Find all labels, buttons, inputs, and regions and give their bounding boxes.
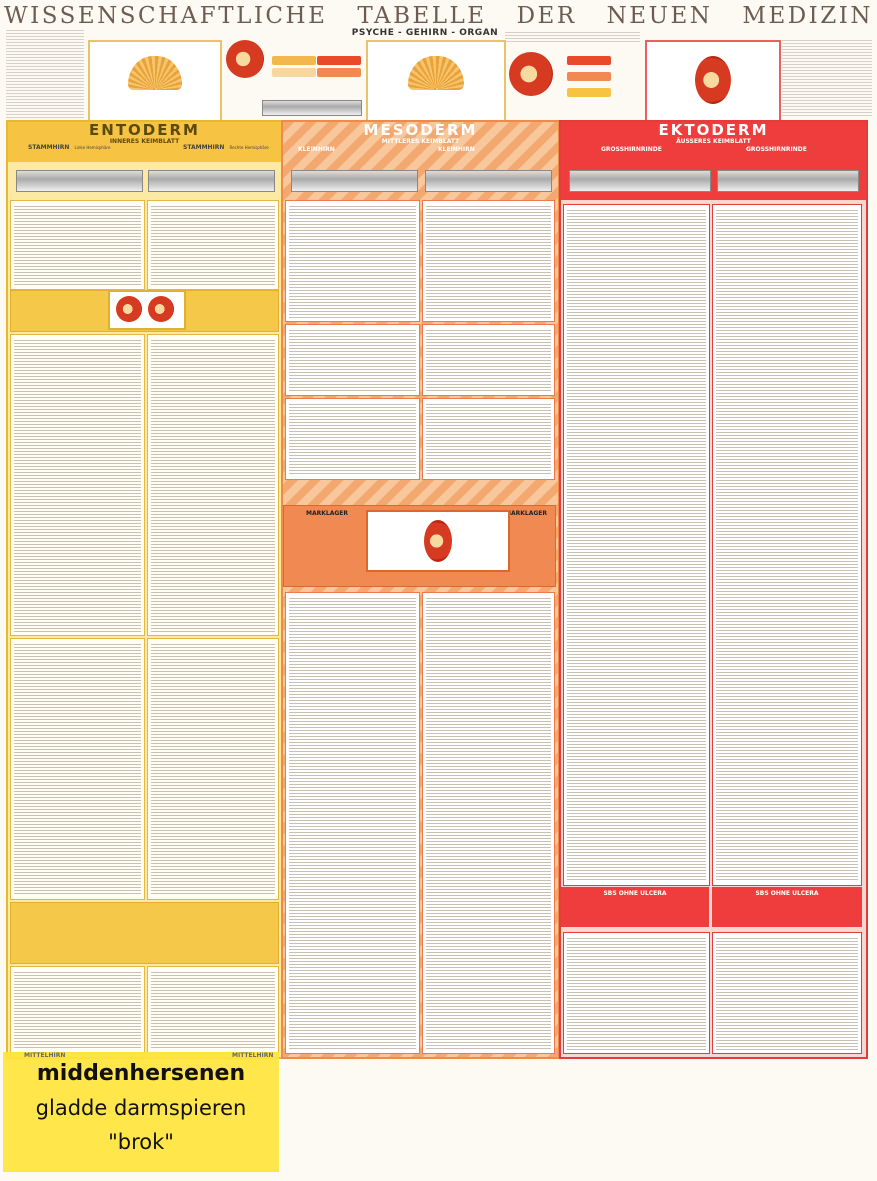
red-brain-icon xyxy=(509,52,553,96)
mesoderm-cell xyxy=(285,324,420,396)
marklager-label-right: MARKLAGER xyxy=(505,510,547,517)
title-word: TABELLE xyxy=(357,3,487,29)
ektoderm-strip-left xyxy=(569,170,711,192)
ektoderm-left-col: GROSSHIRNRINDE xyxy=(601,146,662,153)
entoderm-cell xyxy=(10,334,145,636)
label-box xyxy=(567,56,611,65)
mesoderm-cell xyxy=(285,592,420,1054)
ektoderm-title: EKTODERM xyxy=(658,121,769,139)
red-brain-icon xyxy=(695,56,731,104)
brain-fan-icon xyxy=(128,56,182,90)
organ-icon xyxy=(116,296,142,322)
intro-text-right xyxy=(782,38,872,118)
mesoderm-cell xyxy=(422,200,555,322)
marklager-band: MARKLAGER MARKLAGER xyxy=(283,505,556,587)
entoderm-header: ENTODERM INNERES KEIMBLATT xyxy=(8,122,281,146)
wave-strip xyxy=(262,100,362,116)
entoderm-section: ENTODERM INNERES KEIMBLATT STAMMHIRN Lin… xyxy=(6,120,283,1059)
label-box xyxy=(317,68,361,77)
mesoderm-subtitle: MITTLERES KEIMBLATT xyxy=(381,138,460,145)
mesoderm-header: MESODERM MITTLERES KEIMBLATT xyxy=(283,122,558,146)
label-box xyxy=(272,56,316,65)
sbs-label-right: SBS OHNE ULCERA xyxy=(755,890,819,897)
label-box xyxy=(317,56,361,65)
mesoderm-cell xyxy=(422,324,555,396)
entoderm-cell xyxy=(147,200,279,290)
entoderm-band xyxy=(10,902,279,964)
title-word: NEUEN xyxy=(606,3,713,29)
organ-icon xyxy=(148,296,174,322)
red-brain-icon xyxy=(226,40,264,78)
ektoderm-cell xyxy=(563,932,710,1054)
label-box xyxy=(567,72,611,81)
mesoderm-strip-left xyxy=(291,170,418,192)
poster-subtitle: PSYCHE - GEHIRN - ORGAN xyxy=(351,28,499,38)
highlight-line-2: gladde darmspieren xyxy=(35,1096,247,1120)
intro-text-left xyxy=(6,28,84,118)
mesoderm-cell xyxy=(422,592,555,1054)
entoderm-subtitle: INNERES KEIMBLATT xyxy=(109,138,180,145)
mesoderm-right-col: KLEINHIRN xyxy=(438,146,475,153)
sbs-band-left: SBS OHNE ULCERA xyxy=(561,887,709,927)
brain-fan-icon xyxy=(408,56,464,90)
label-box xyxy=(272,68,316,77)
ektoderm-cell xyxy=(712,204,862,886)
mesoderm-title: MESODERM xyxy=(363,121,478,139)
diagram-brainstem-fan xyxy=(88,40,222,122)
entoderm-inset-diagram xyxy=(108,290,186,330)
entoderm-cell xyxy=(10,200,145,290)
sbs-band-right: SBS OHNE ULCERA xyxy=(712,887,862,927)
entoderm-strip-right xyxy=(148,170,275,192)
marklager-label-left: MARKLAGER xyxy=(306,510,348,517)
mesoderm-left-col: KLEINHIRN xyxy=(298,146,335,153)
diagram-cerebellum-fan xyxy=(366,40,506,122)
entoderm-cell xyxy=(147,638,279,900)
diagram-cortex xyxy=(645,40,781,122)
marklager-diagram xyxy=(366,510,510,572)
ektoderm-cell xyxy=(712,932,862,1054)
highlight-annotation: middenhersenen gladde darmspieren "brok" xyxy=(3,1052,279,1172)
entoderm-right-col: STAMMHIRN Rechte Hemisphäre xyxy=(183,144,269,151)
poster-title: WISSENSCHAFTLICHE TABELLE DER NEUEN MEDI… xyxy=(4,3,873,33)
ektoderm-cell xyxy=(563,204,710,886)
title-word: WISSENSCHAFTLICHE xyxy=(4,3,328,29)
entoderm-cell xyxy=(10,638,145,900)
label-box xyxy=(567,88,611,97)
title-word: MEDIZIN xyxy=(742,3,873,29)
highlight-line-3: "brok" xyxy=(108,1130,174,1154)
body-organ-icon xyxy=(424,520,452,562)
intro-text-center-right xyxy=(505,30,640,42)
ektoderm-right-col: GROSSHIRNRINDE xyxy=(746,146,807,153)
entoderm-strip-left xyxy=(16,170,143,192)
entoderm-cell xyxy=(147,334,279,636)
mesoderm-cell xyxy=(285,200,420,322)
mittelhirn-label-right: MITTELHIRN xyxy=(232,1052,274,1059)
ektoderm-strip-right xyxy=(717,170,859,192)
entoderm-cell xyxy=(147,966,279,1053)
ektoderm-subtitle: ÄUSSERES KEIMBLATT xyxy=(676,138,751,145)
entoderm-left-col: STAMMHIRN Linke Hemisphäre xyxy=(28,144,111,151)
mittelhirn-label-left: MITTELHIRN xyxy=(24,1052,66,1059)
highlight-line-1: middenhersenen xyxy=(36,1061,246,1086)
entoderm-title: ENTODERM xyxy=(89,121,200,139)
mesoderm-cell xyxy=(422,398,555,480)
diagram-ontogenetic-microbes xyxy=(505,44,641,120)
mesoderm-strip-right xyxy=(425,170,552,192)
mesoderm-cell xyxy=(285,398,420,480)
sbs-label-left: SBS OHNE ULCERA xyxy=(603,890,667,897)
mesoderm-section: MESODERM MITTLERES KEIMBLATT KLEINHIRN K… xyxy=(281,120,560,1059)
diagram-ontogenetic-system xyxy=(222,30,362,120)
entoderm-cell xyxy=(10,966,145,1053)
title-word: DER xyxy=(516,3,577,29)
